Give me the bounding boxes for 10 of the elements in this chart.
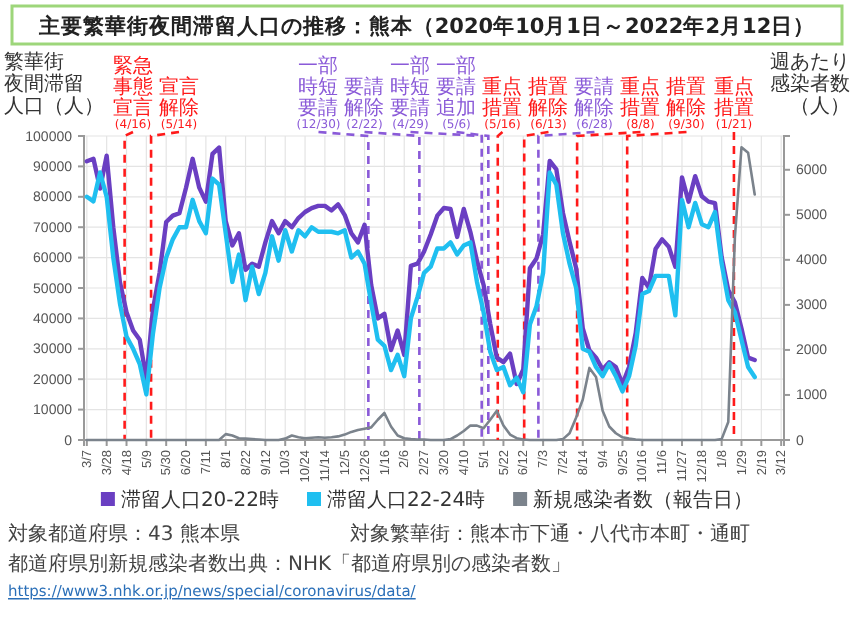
- text: 都道府県別新規感染者数出典：NHK「都道府県別の感染者数」: [8, 552, 572, 576]
- legend-label: 滞留人口22-24時: [327, 488, 486, 512]
- text: 対象繁華街：熊本市下通・八代市本町・通町: [350, 522, 750, 546]
- y2-axis-title: 週あたり感染者数（人）: [770, 52, 850, 118]
- line-series: [85, 145, 757, 442]
- chart-title: 主要繁華街夜間滞留人口の推移：熊本（2020年10月1日～2022年2月12日）: [36, 13, 816, 39]
- legend-label: 滞留人口20-22時: [120, 488, 279, 512]
- y-axis-title: 繁華街夜間滞留人口（人）: [4, 50, 104, 118]
- legend-label: 新規感染者数（報告日）: [533, 488, 754, 512]
- text: 対象都道府県：43 熊本県: [8, 522, 240, 546]
